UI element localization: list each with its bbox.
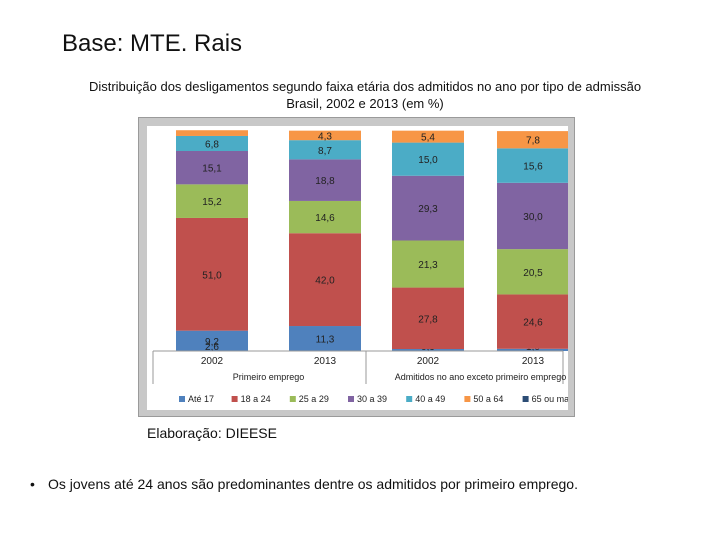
legend-swatch <box>289 396 296 402</box>
data-label: 30,0 <box>523 212 543 223</box>
bar-segment <box>392 130 464 143</box>
bar-segment <box>176 330 248 351</box>
data-label: 2,6 <box>205 342 219 353</box>
bar-segment <box>289 140 361 160</box>
data-label: 7,8 <box>526 136 540 147</box>
bar-segment <box>392 287 464 350</box>
legend-swatch <box>464 396 471 402</box>
data-label: 20,5 <box>523 268 543 279</box>
legend-swatch <box>231 396 238 402</box>
group-label: Admitidos no ano exceto primeiro emprego <box>395 372 567 382</box>
legend-entry: 18 a 24 <box>241 394 271 404</box>
legend-entry: 50 a 64 <box>473 394 503 404</box>
bar-segment <box>392 240 464 288</box>
bar-segment <box>176 150 248 185</box>
category-label: 2002 <box>201 356 224 367</box>
data-label: 21,3 <box>418 260 438 271</box>
slide-heading: Base: MTE. Rais <box>62 30 243 57</box>
legend-entry: 65 ou mais <box>532 394 568 404</box>
data-label: 24,6 <box>523 318 543 329</box>
data-label: 27,8 <box>418 314 438 325</box>
data-label: 51,0 <box>202 270 222 281</box>
data-label: 18,8 <box>315 176 335 187</box>
bar-segment <box>176 135 248 151</box>
plot-area: 9,2 51,0 15,2 15,1 6,8 2,6 2002 11,3 42,0 14,6 18,… <box>147 126 642 410</box>
bar-segment <box>497 249 569 295</box>
legend-entry: Até 17 <box>188 394 214 404</box>
data-label: 15,0 <box>418 155 438 166</box>
chart-title: Distribuição dos desligamentos segundo f… <box>40 78 690 112</box>
legend-swatch <box>348 396 354 402</box>
bar-segment <box>176 217 248 331</box>
data-label: 29,3 <box>418 204 438 215</box>
data-label: 14,6 <box>315 213 335 224</box>
data-label: 15,2 <box>202 197 222 208</box>
bar-segment <box>289 233 361 327</box>
legend-swatch <box>522 396 529 402</box>
chart-frame: 9,2 51,0 15,2 15,1 6,8 2,6 2002 11,3 42,0 14,6 18,… <box>138 117 642 417</box>
bar-segment <box>289 159 361 201</box>
bar-segment <box>497 148 569 183</box>
category-label: 2013 <box>314 356 337 367</box>
stacked-bar-chart: 9,2 51,0 15,2 15,1 6,8 2,6 2002 11,3 42,0 14,6 18,… <box>152 130 642 404</box>
chart-title-line-1: Distribuição dos desligamentos segundo f… <box>88 79 642 94</box>
bar-segment <box>392 175 464 241</box>
bar-segment <box>392 142 464 176</box>
bar-segment <box>392 349 464 351</box>
data-label: 15,1 <box>202 164 222 175</box>
data-label: 6,8 <box>205 139 219 150</box>
bar-segment <box>497 182 569 250</box>
bullet-marker: • <box>30 476 35 492</box>
group-label: Primeiro emprego <box>233 372 305 382</box>
bar-segment <box>497 348 569 351</box>
bullet-text: Os jovens até 24 anos são predominantes … <box>48 476 578 492</box>
bar-segment <box>176 184 248 218</box>
data-label: 8,7 <box>318 146 332 157</box>
legend-entry: 40 a 49 <box>415 394 445 404</box>
legend-swatch <box>406 396 413 402</box>
bar-segment <box>289 326 361 351</box>
bar-segment <box>176 130 248 136</box>
legend-entry: 30 a 39 <box>357 394 387 404</box>
chart-title-line-2: Brasil, 2002 e 2013 (em %) <box>286 96 444 111</box>
bar-segment <box>289 200 361 234</box>
bar-segment <box>497 131 569 149</box>
category-label: 2002 <box>417 356 440 367</box>
data-label: 5,4 <box>421 133 435 144</box>
bullet-item: • Os jovens até 24 anos são predominantes… <box>30 476 578 492</box>
legend-entry: 25 a 29 <box>299 394 329 404</box>
data-label: 11,3 <box>316 335 335 346</box>
legend-swatch <box>179 396 185 402</box>
data-label: 9,2 <box>205 337 219 348</box>
data-label: 4,3 <box>318 131 332 142</box>
data-label: 15,6 <box>523 162 543 173</box>
credit-note: Elaboração: DIEESE <box>147 425 277 441</box>
bar-segment <box>289 130 361 141</box>
category-label: 2013 <box>522 356 545 367</box>
data-label: 42,0 <box>315 276 335 287</box>
bar-segment <box>497 294 569 349</box>
